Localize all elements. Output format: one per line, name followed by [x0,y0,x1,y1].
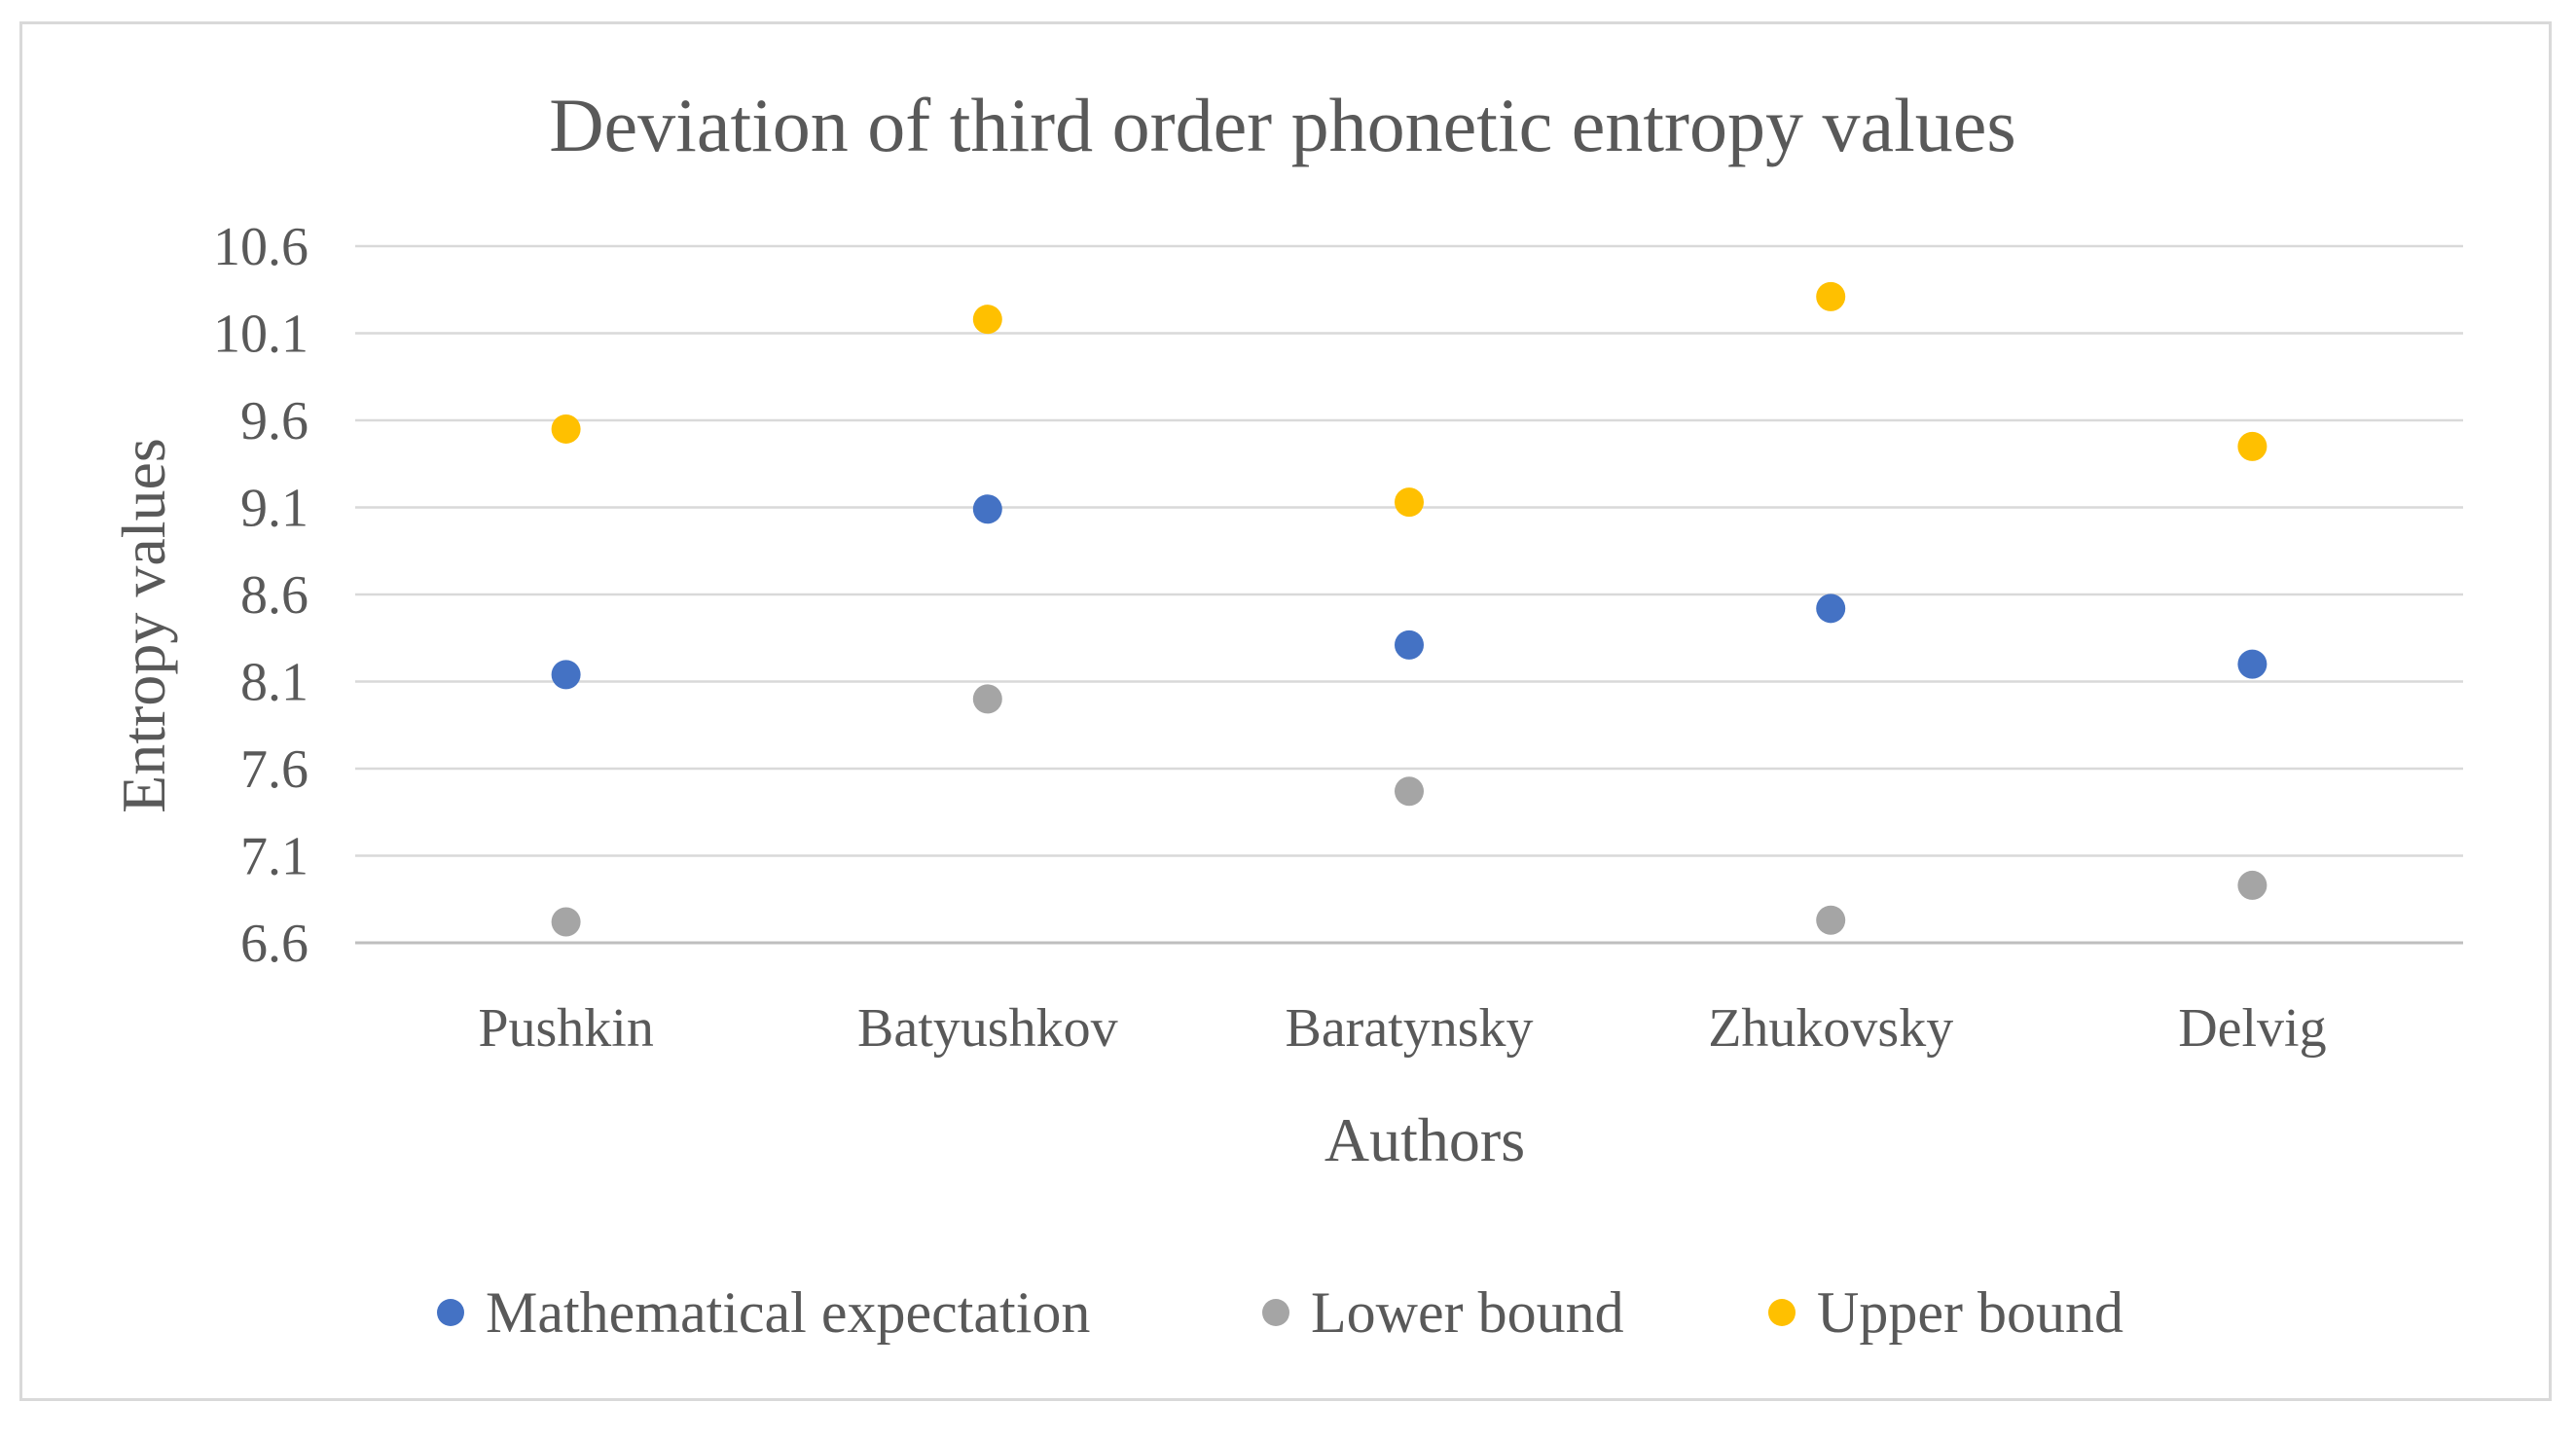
legend: Mathematical expectation Lower bound Upper… [437,1280,2123,1345]
y-tick-label: 8.6 [240,565,308,626]
y-tick-label: 7.6 [240,739,308,800]
point-upper-bound-pushkin [551,414,581,444]
point-lower-bound-batyushkov [972,684,1002,714]
x-axis-title: Authors [1324,1105,1525,1174]
y-tick-label: 7.1 [240,827,308,887]
x-category-labels: Pushkin Batyushkov Baratynsky Zhukovsky Delv… [478,998,2326,1059]
legend-label-lower-bound: Lower bound [1311,1280,1624,1345]
chart-svg: Deviation of third order phonetic entrop… [109,83,2463,1345]
x-category-label: Batyushkov [857,998,1118,1059]
chart-title: Deviation of third order phonetic entrop… [549,83,2016,167]
point-mathematical-expectation-baratynsky [1395,630,1424,660]
point-upper-bound-baratynsky [1395,487,1424,518]
y-tick-label: 9.6 [240,391,308,451]
legend-marker-upper-bound [1768,1299,1796,1326]
point-lower-bound-delvig [2237,870,2268,900]
y-axis-title: Entropy values [109,438,178,813]
point-mathematical-expectation-zhukovsky [1816,594,1846,624]
y-tick-label: 6.6 [240,914,308,974]
chart-frame: Deviation of third order phonetic entrop… [19,21,2552,1401]
x-category-label: Pushkin [478,998,654,1059]
y-tick-label: 10.1 [213,305,308,365]
legend-marker-lower-bound [1262,1299,1289,1326]
y-tick-label: 10.6 [213,217,308,277]
point-mathematical-expectation-batyushkov [972,494,1002,524]
legend-marker-mathematical-expectation [437,1299,464,1326]
y-tick-label: 9.1 [240,479,308,539]
y-tick-label: 8.1 [240,653,308,713]
legend-label-upper-bound: Upper bound [1817,1280,2123,1345]
x-category-label: Zhukovsky [1708,998,1953,1059]
y-tick-labels: 10.6 10.1 9.6 9.1 8.6 8.1 7.6 7.1 6.6 [213,217,308,974]
point-mathematical-expectation-pushkin [551,660,581,690]
x-category-label: Baratynsky [1285,998,1533,1059]
gridlines [355,244,2463,945]
point-lower-bound-pushkin [551,907,581,937]
point-upper-bound-batyushkov [972,305,1002,335]
point-upper-bound-zhukovsky [1816,281,1846,311]
data-points [551,281,2268,937]
point-mathematical-expectation-delvig [2237,649,2268,679]
legend-label-mathematical-expectation: Mathematical expectation [486,1280,1090,1345]
point-lower-bound-baratynsky [1395,776,1424,807]
point-upper-bound-delvig [2237,431,2268,461]
x-category-label: Delvig [2178,998,2326,1059]
point-lower-bound-zhukovsky [1816,905,1846,935]
